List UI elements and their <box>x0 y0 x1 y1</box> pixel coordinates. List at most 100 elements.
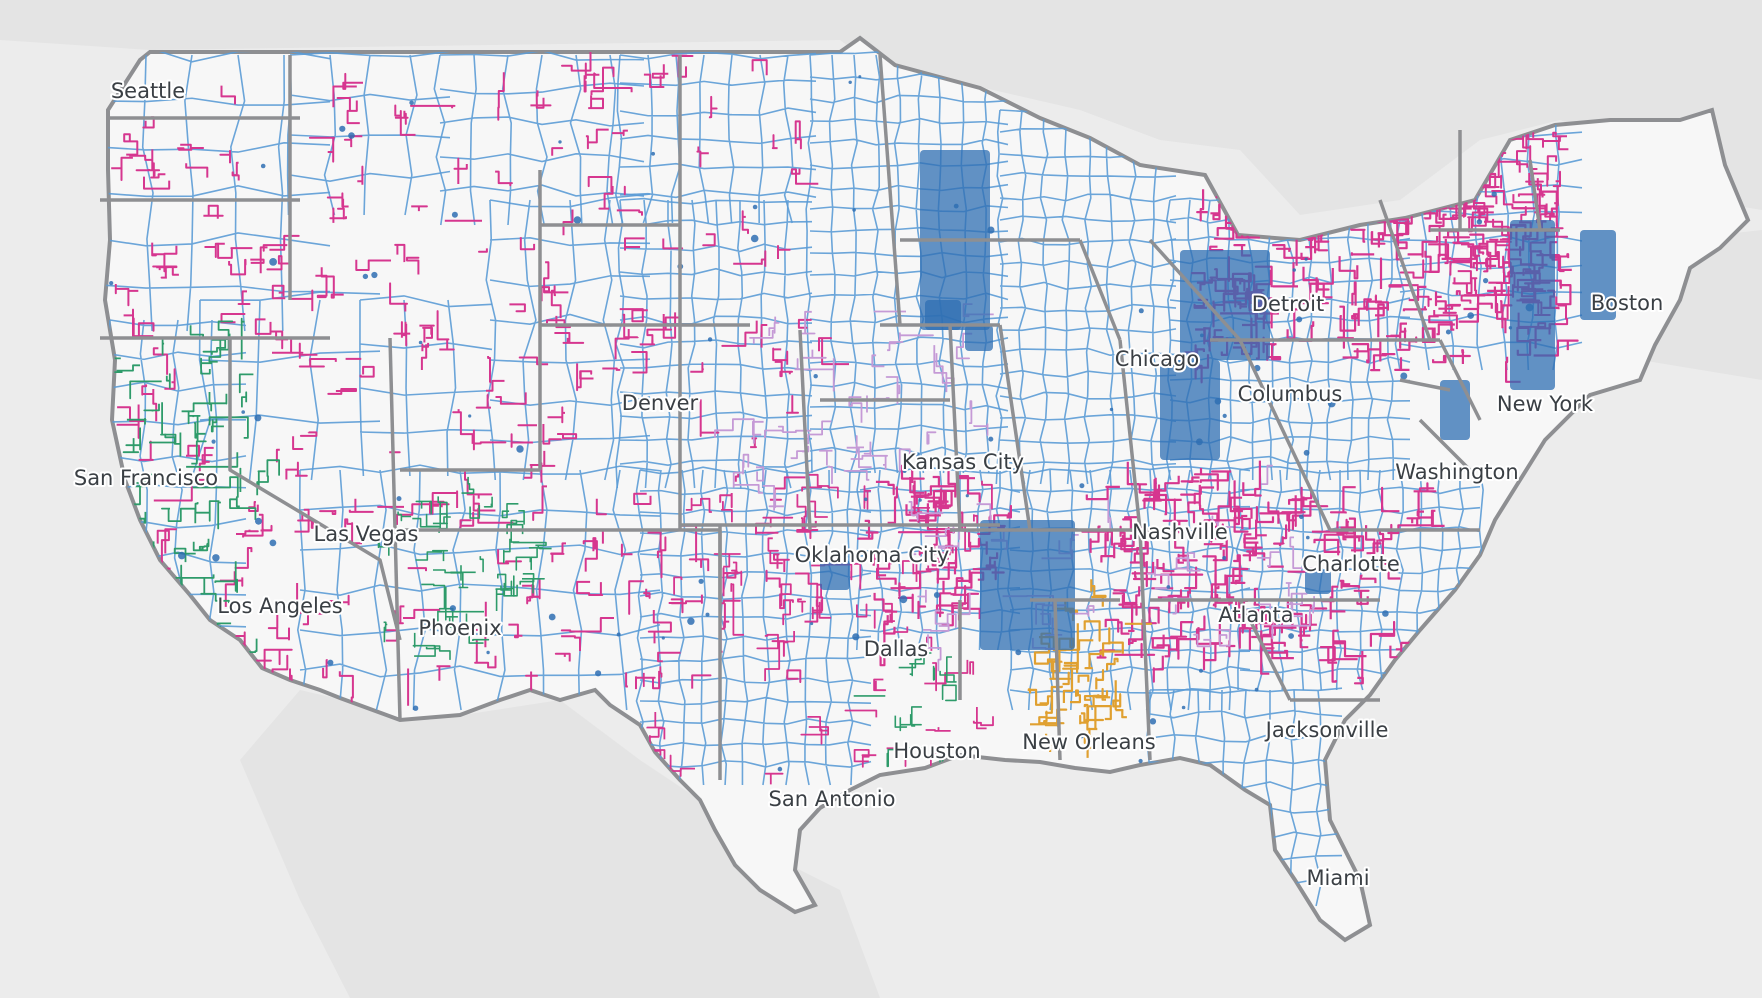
district-line <box>863 441 872 456</box>
district-line <box>497 549 522 565</box>
district-line <box>1452 270 1472 285</box>
district-line <box>1070 689 1081 704</box>
district-line <box>129 149 154 171</box>
district-line <box>1423 205 1442 224</box>
district-line <box>1049 662 1071 686</box>
district-line <box>908 553 917 561</box>
district-line <box>1210 203 1221 221</box>
district-line <box>452 409 474 444</box>
district-line <box>432 549 449 562</box>
point-feature <box>707 337 713 342</box>
city-label-houston: Houston <box>893 739 980 763</box>
district-line <box>194 500 220 522</box>
district-line <box>886 748 896 768</box>
point-feature <box>1166 585 1171 589</box>
point-feature <box>178 551 186 560</box>
district-line <box>1516 150 1529 168</box>
district-line <box>1170 621 1194 638</box>
district-line <box>383 624 387 643</box>
district-line <box>1261 464 1273 485</box>
district-line <box>923 609 950 632</box>
point-feature <box>1467 312 1474 319</box>
district-line <box>267 611 290 641</box>
district-line <box>616 209 643 216</box>
point-feature <box>1015 649 1022 656</box>
district-line <box>1233 480 1240 526</box>
district-line <box>797 598 806 613</box>
district-line <box>1241 517 1251 530</box>
district-line <box>887 341 904 352</box>
district-line <box>633 492 652 505</box>
district-line <box>917 589 927 603</box>
point-feature <box>1476 219 1483 225</box>
point-feature <box>109 281 114 286</box>
district-line <box>192 541 209 552</box>
district-line <box>885 376 901 405</box>
district-line <box>355 259 391 271</box>
district-line <box>198 446 214 477</box>
city-label-nashville: Nashville <box>1132 520 1228 544</box>
state-boundary <box>1438 339 1482 421</box>
point-feature <box>260 163 266 169</box>
district-line <box>1152 655 1164 683</box>
district-line <box>1233 554 1241 585</box>
district-line <box>319 510 337 515</box>
district-line <box>1506 285 1510 320</box>
district-line <box>583 75 587 93</box>
district-line <box>200 577 230 604</box>
district-line <box>855 435 864 455</box>
district-line <box>764 429 784 439</box>
district-line <box>475 601 487 648</box>
district-line <box>407 567 427 572</box>
district-line <box>461 476 475 494</box>
district-line <box>1380 562 1401 580</box>
district-line <box>394 104 416 136</box>
district-line <box>854 562 862 590</box>
district-line <box>1291 500 1319 531</box>
district-line <box>595 498 607 516</box>
district-line <box>433 569 469 589</box>
district-line <box>1369 620 1396 647</box>
state-boundary <box>798 329 812 531</box>
district-line <box>1552 170 1561 206</box>
district-line <box>592 537 597 552</box>
district-line <box>1534 178 1541 214</box>
filled-area <box>965 325 993 351</box>
district-line <box>751 59 768 76</box>
point-feature <box>418 340 423 345</box>
district-line <box>780 583 792 607</box>
district-line <box>129 380 162 400</box>
district-line <box>1381 486 1400 513</box>
district-line <box>1199 470 1232 483</box>
district-line <box>1156 559 1175 573</box>
district-line <box>576 363 582 392</box>
district-line <box>1077 674 1090 683</box>
point-feature <box>1181 705 1186 710</box>
district-line <box>411 205 428 212</box>
district-line <box>1478 240 1489 256</box>
district-line <box>671 594 703 605</box>
point-feature <box>1327 399 1336 408</box>
filled-area <box>820 560 850 590</box>
district-line <box>725 569 738 579</box>
district-line <box>152 389 158 422</box>
district-line <box>240 317 245 360</box>
district-line <box>1262 618 1286 647</box>
district-line <box>912 506 931 509</box>
district-line <box>932 490 945 509</box>
district-line <box>1395 241 1408 261</box>
district-line <box>1407 236 1439 258</box>
district-line <box>1243 519 1267 544</box>
district-line <box>765 569 781 588</box>
district-line <box>721 320 758 347</box>
district-line <box>177 143 205 151</box>
district-line <box>1112 586 1141 605</box>
district-line <box>656 550 663 579</box>
district-line <box>941 545 958 575</box>
district-line <box>478 248 488 253</box>
district-line <box>1162 498 1188 534</box>
district-line <box>756 466 765 482</box>
district-line <box>512 541 547 547</box>
